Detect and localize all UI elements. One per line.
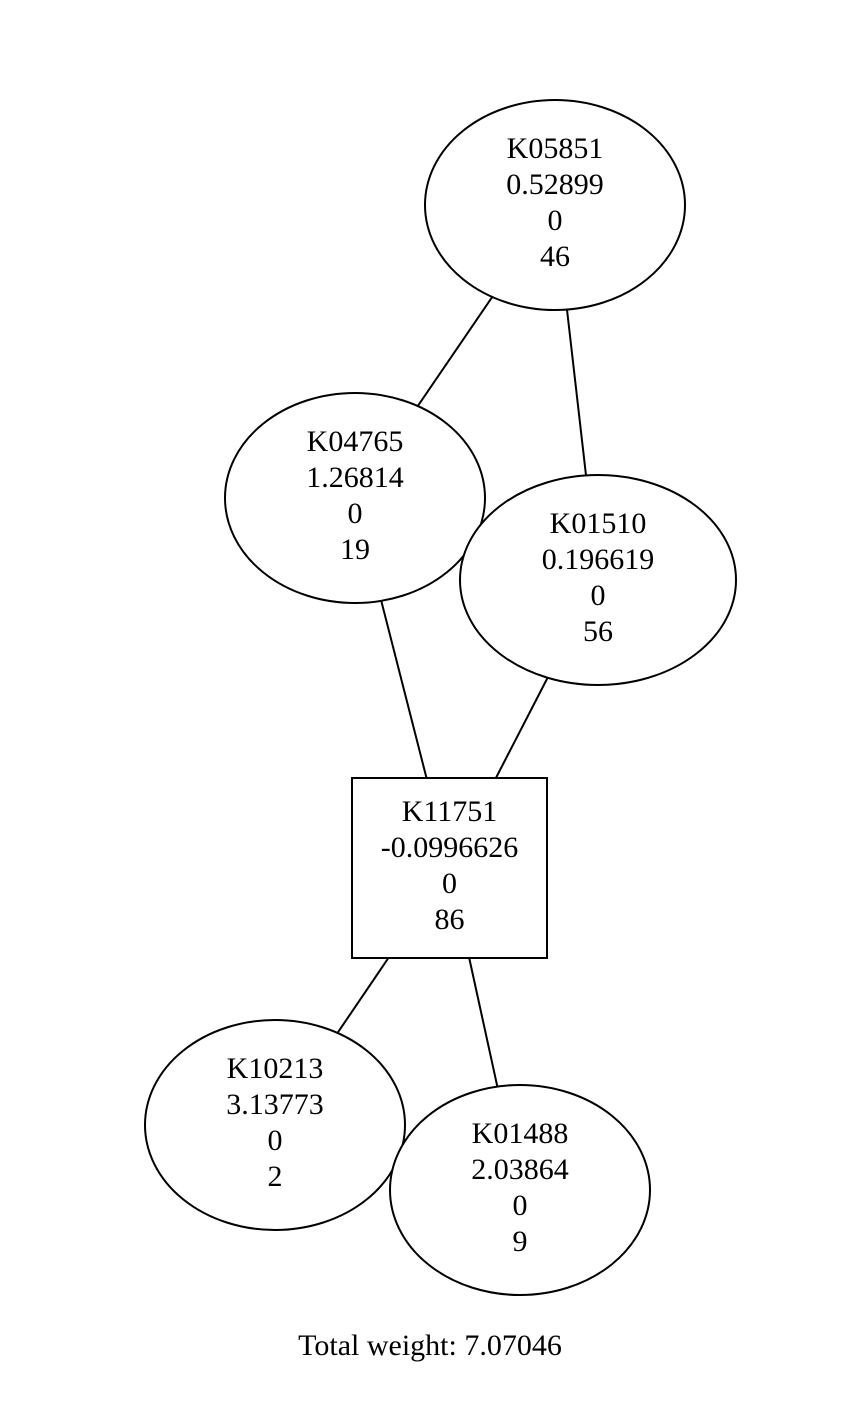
node-K10213: K102133.1377302 xyxy=(145,1020,405,1230)
node-text-line: -0.0996626 xyxy=(381,831,519,864)
caption-text: Total weight: 7.07046 xyxy=(298,1329,562,1362)
node-text-line: 0 xyxy=(442,867,457,900)
edge xyxy=(381,601,426,778)
node-text-line: 0 xyxy=(591,579,606,612)
node-text-line: 0 xyxy=(513,1189,528,1222)
node-text-line: 1.26814 xyxy=(306,461,404,494)
node-text-line: 9 xyxy=(513,1225,528,1258)
node-text-line: 0 xyxy=(268,1124,283,1157)
edge xyxy=(567,310,586,476)
edge xyxy=(338,958,389,1033)
edge xyxy=(496,678,548,778)
node-text-line: K11751 xyxy=(402,795,498,828)
node-K05851: K058510.52899046 xyxy=(425,100,685,310)
node-K01510: K015100.196619056 xyxy=(460,475,736,685)
node-text-line: 2.03864 xyxy=(471,1153,569,1186)
node-text-line: 56 xyxy=(583,615,613,648)
node-K11751: K11751-0.0996626086 xyxy=(352,778,547,958)
node-K04765: K047651.26814019 xyxy=(225,393,485,603)
node-text-line: K04765 xyxy=(307,425,404,458)
node-text-line: 19 xyxy=(340,533,370,566)
node-text-line: 2 xyxy=(268,1160,283,1193)
node-text-line: K01510 xyxy=(550,507,647,540)
node-K01488: K014882.0386409 xyxy=(390,1085,650,1295)
node-text-line: 46 xyxy=(540,240,570,273)
node-text-line: 0 xyxy=(348,497,363,530)
nodes-group: K058510.52899046K047651.26814019K015100.… xyxy=(145,100,736,1295)
node-text-line: 3.13773 xyxy=(226,1088,324,1121)
node-text-line: K05851 xyxy=(507,132,604,165)
edge xyxy=(469,958,497,1087)
node-text-line: 0 xyxy=(548,204,563,237)
node-text-line: K10213 xyxy=(227,1052,324,1085)
node-text-line: 86 xyxy=(435,903,465,936)
node-text-line: K01488 xyxy=(472,1117,569,1150)
node-text-line: 0.52899 xyxy=(506,168,604,201)
network-diagram: K058510.52899046K047651.26814019K015100.… xyxy=(0,0,860,1414)
edge xyxy=(418,297,492,406)
node-text-line: 0.196619 xyxy=(542,543,655,576)
